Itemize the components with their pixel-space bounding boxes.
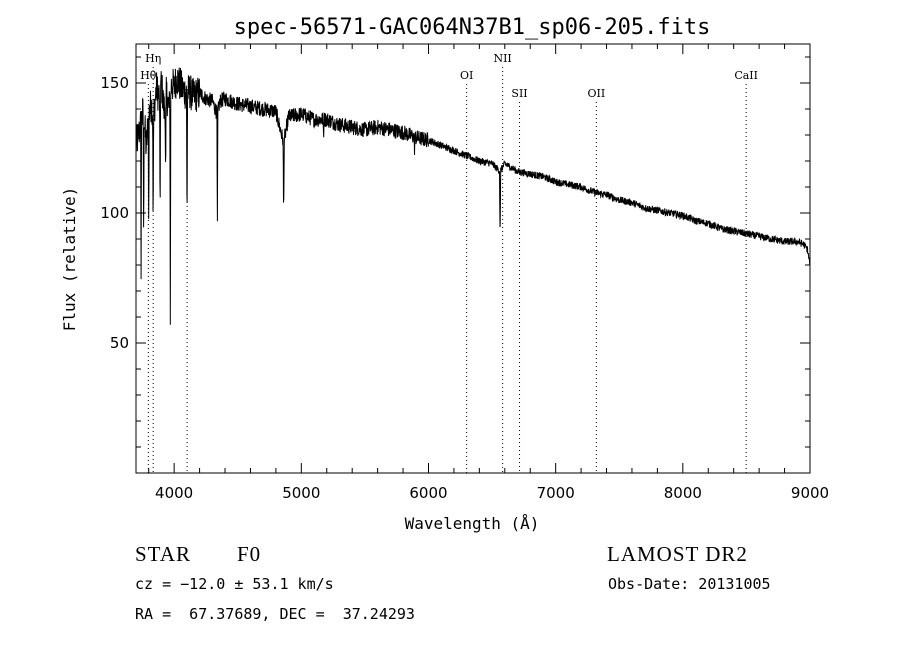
x-tick-label: 5000 (282, 484, 320, 502)
line-marker-label: SII (511, 87, 527, 100)
redshift-velocity: cz = −12.0 ± 53.1 km/s (135, 575, 334, 593)
y-tick-label: 150 (100, 74, 129, 92)
line-marker-label: OI (460, 69, 473, 82)
plot-frame (135, 43, 811, 474)
line-marker-label: CaII (734, 69, 758, 82)
x-axis-label: Wavelength (Å) (405, 514, 540, 533)
y-tick-label: 100 (100, 204, 129, 222)
line-marker-label: Hθ (140, 69, 157, 82)
line-marker-label: Hη (145, 52, 161, 65)
line-marker-label: NII (493, 52, 511, 65)
spectrum-line (135, 67, 811, 325)
survey-name: LAMOST DR2 (607, 542, 748, 566)
sky-coordinates: RA = 67.37689, DEC = 37.24293 (135, 605, 415, 623)
x-tick-label: 7000 (537, 484, 575, 502)
y-axis-label: Flux (relative) (60, 187, 79, 332)
observation-date: Obs-Date: 20131005 (608, 575, 771, 593)
plot-area: 4000 5000 6000 7000 8000 900050100150HηHθHδOI… (100, 43, 829, 502)
x-tick-label: 8000 (664, 484, 702, 502)
x-tick-label: 4000 (155, 484, 193, 502)
object-class: STAR (135, 542, 191, 566)
line-marker-label: OII (587, 87, 605, 100)
y-tick-label: 50 (110, 334, 129, 352)
object-subclass: F0 (237, 542, 262, 566)
chart-title: spec-56571-GAC064N37B1_sp06-205.fits (234, 15, 711, 40)
x-tick-label: 6000 (409, 484, 447, 502)
x-tick-label: 9000 (791, 484, 829, 502)
